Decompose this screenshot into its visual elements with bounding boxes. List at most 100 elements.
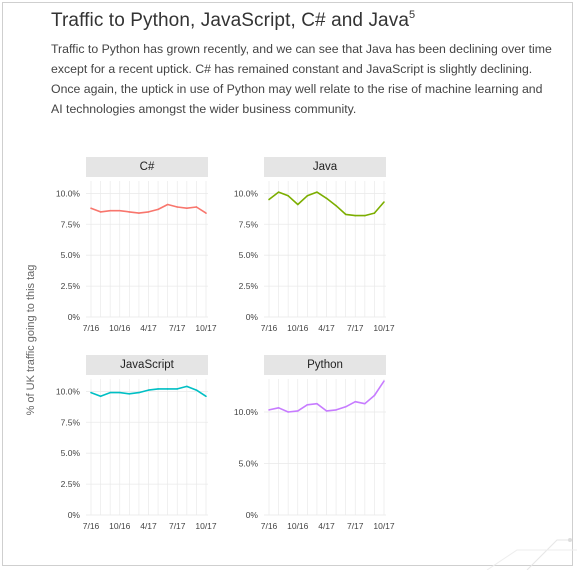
data-point bbox=[176, 388, 179, 390]
y-tick-label: 10.0% bbox=[234, 407, 259, 417]
data-point bbox=[316, 191, 318, 193]
data-point bbox=[364, 214, 366, 217]
data-point bbox=[316, 402, 318, 405]
y-tick-label: 10.0% bbox=[234, 188, 259, 198]
data-point bbox=[99, 211, 102, 213]
facet-panel-java: Java 0% 2.5% 5.0% 7.5% 10.0% 7/16 10/16 4/17 7/17… bbox=[234, 157, 395, 339]
data-point bbox=[287, 411, 289, 413]
data-point bbox=[157, 388, 159, 390]
y-tick-label: 0% bbox=[246, 510, 259, 520]
data-point bbox=[335, 204, 337, 207]
data-point bbox=[354, 214, 357, 217]
y-tick-label: 10.0% bbox=[56, 386, 81, 396]
y-tick-label: 5.0% bbox=[61, 250, 81, 260]
x-tick-label: 7/17 bbox=[169, 521, 186, 531]
data-point bbox=[166, 388, 169, 390]
x-tick-label: 4/17 bbox=[318, 323, 335, 333]
data-point bbox=[325, 410, 328, 412]
y-tick-label: 0% bbox=[68, 312, 81, 322]
x-tick-label: 7/16 bbox=[83, 521, 100, 531]
data-point bbox=[205, 212, 207, 214]
x-tick-label: 7/16 bbox=[83, 323, 100, 333]
data-point bbox=[268, 409, 270, 411]
data-point bbox=[325, 197, 328, 200]
title-text: Traffic to Python, JavaScript, C# and Ja… bbox=[51, 10, 409, 31]
data-point bbox=[354, 400, 357, 403]
data-point bbox=[109, 391, 111, 394]
data-point bbox=[344, 213, 347, 216]
data-point bbox=[186, 385, 188, 388]
data-point bbox=[268, 198, 270, 201]
data-point bbox=[296, 410, 299, 412]
data-point bbox=[344, 406, 347, 408]
y-tick-label: 2.5% bbox=[61, 479, 81, 489]
y-tick-label: 2.5% bbox=[239, 281, 259, 291]
x-tick-label: 7/16 bbox=[261, 521, 278, 531]
facet-strip-label: C# bbox=[86, 157, 208, 177]
data-point bbox=[90, 391, 92, 394]
data-point bbox=[128, 393, 131, 395]
facet-strip-label: Python bbox=[264, 355, 386, 375]
title-footnote: 5 bbox=[408, 9, 416, 21]
data-point bbox=[157, 208, 159, 211]
x-tick-label: 10/16 bbox=[109, 521, 131, 531]
y-tick-label: 5.0% bbox=[61, 448, 81, 458]
y-tick-label: 7.5% bbox=[61, 417, 81, 427]
data-point bbox=[90, 207, 92, 209]
data-point bbox=[287, 195, 289, 197]
data-point bbox=[373, 394, 376, 397]
data-point bbox=[195, 206, 198, 208]
y-tick-label: 5.0% bbox=[239, 250, 259, 260]
x-tick-label: 10/16 bbox=[109, 323, 131, 333]
data-point bbox=[335, 409, 337, 411]
x-tick-label: 7/16 bbox=[261, 323, 278, 333]
data-point bbox=[118, 391, 121, 394]
facet-plot: 0% 2.5% 5.0% 7.5% 10.0% 7/16 10/16 4/17 7/17 10/1… bbox=[234, 181, 395, 333]
decorative-corner-lines bbox=[486, 538, 577, 570]
description-paragraph: Traffic to Python has grown recently, an… bbox=[51, 42, 552, 116]
y-tick-label: 7.5% bbox=[61, 219, 81, 229]
facet-panel-javascript: JavaScript 0% 2.5% 5.0% 7.5% 10.0% 7/16 10/16 4/… bbox=[56, 355, 217, 537]
data-point bbox=[118, 209, 121, 212]
data-point bbox=[176, 206, 179, 208]
x-tick-label: 10/17 bbox=[373, 521, 395, 531]
data-point bbox=[166, 203, 169, 206]
y-tick-label: 0% bbox=[68, 510, 81, 520]
data-point bbox=[306, 403, 309, 406]
x-tick-label: 10/16 bbox=[287, 521, 309, 531]
y-axis-label: % of UK traffic going to this tag bbox=[25, 264, 37, 416]
data-point bbox=[383, 201, 385, 203]
y-tick-label: 0% bbox=[246, 312, 259, 322]
y-tick-label: 5.0% bbox=[239, 458, 259, 468]
x-tick-label: 10/16 bbox=[287, 323, 309, 333]
data-point bbox=[383, 380, 385, 382]
x-tick-label: 7/17 bbox=[347, 521, 364, 531]
data-point bbox=[186, 207, 188, 209]
data-point bbox=[109, 209, 111, 212]
y-tick-label: 10.0% bbox=[56, 188, 81, 198]
facet-plot: 0% 2.5% 5.0% 7.5% 10.0% 7/16 10/16 4/17 7/17 10/1… bbox=[56, 379, 217, 531]
x-tick-label: 7/17 bbox=[169, 323, 186, 333]
x-tick-label: 4/17 bbox=[140, 521, 157, 531]
data-point bbox=[277, 191, 280, 193]
data-point bbox=[277, 407, 280, 409]
x-tick-label: 10/17 bbox=[195, 521, 217, 531]
data-point bbox=[195, 389, 198, 391]
x-tick-label: 10/17 bbox=[195, 323, 217, 333]
data-point bbox=[373, 212, 376, 214]
facet-plot: 0% 2.5% 5.0% 7.5% 10.0% 7/16 10/16 4/17 7/17 10/1… bbox=[56, 181, 217, 333]
y-tick-label: 2.5% bbox=[61, 281, 81, 291]
data-point bbox=[99, 395, 102, 398]
chart-frame bbox=[2, 2, 573, 566]
data-point bbox=[128, 211, 131, 213]
data-point bbox=[147, 211, 150, 213]
data-point bbox=[296, 203, 299, 206]
data-point bbox=[205, 395, 207, 398]
data-point bbox=[306, 195, 309, 197]
y-tick-label: 7.5% bbox=[239, 219, 259, 229]
x-tick-label: 4/17 bbox=[318, 521, 335, 531]
data-point bbox=[147, 389, 150, 391]
x-tick-label: 4/17 bbox=[140, 323, 157, 333]
x-tick-label: 10/17 bbox=[373, 323, 395, 333]
data-point bbox=[138, 391, 140, 394]
